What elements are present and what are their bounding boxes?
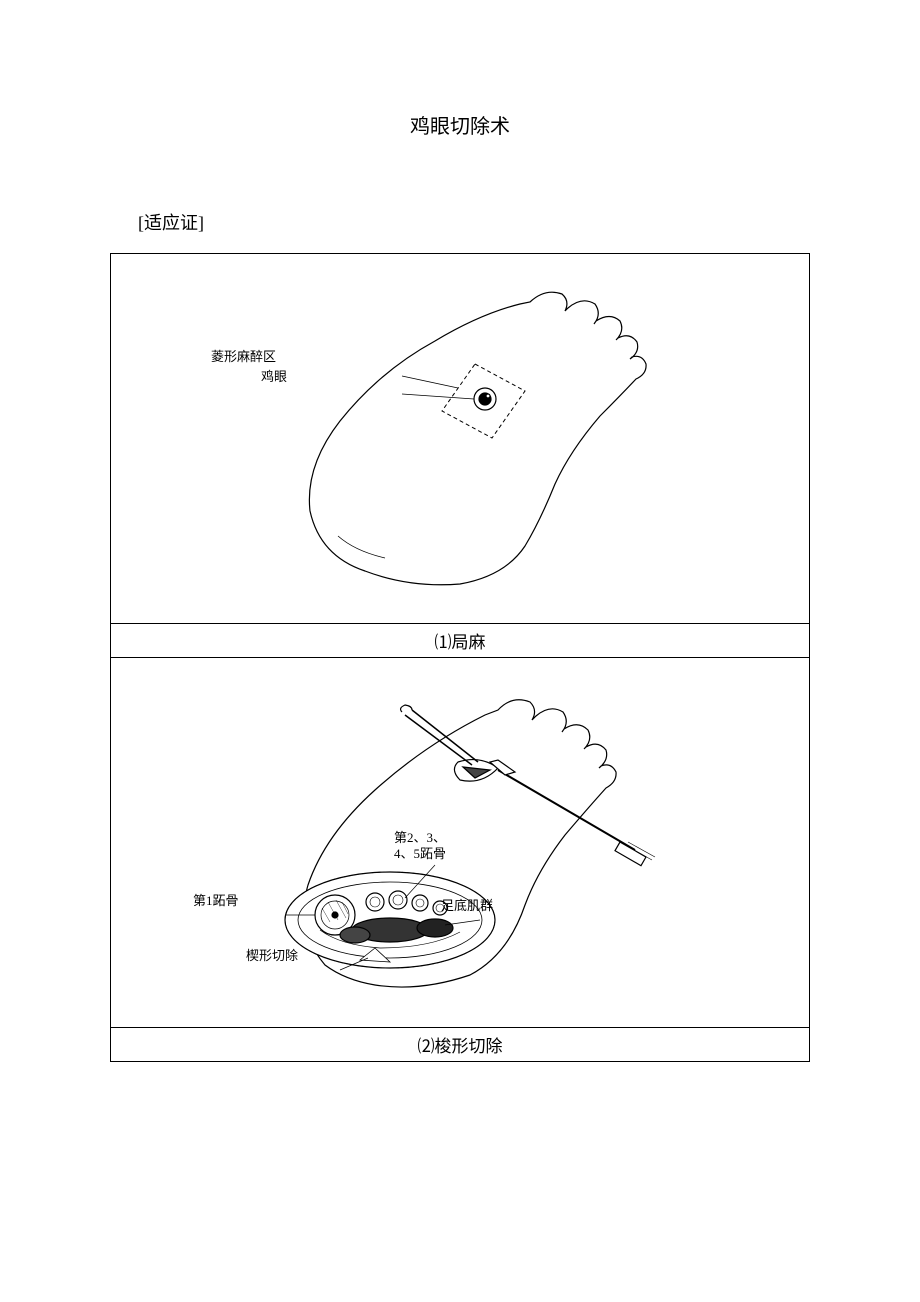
figure-1-caption: ⑴局麻 bbox=[111, 624, 810, 658]
figure-1-cell: 菱形麻醉区 鸡眼 bbox=[111, 254, 810, 624]
figure-2-cell: 第2、3、 4、5跖骨 第1跖骨 足底肌群 楔形切除 bbox=[111, 658, 810, 1028]
annotation-metatarsal-1: 第1跖骨 bbox=[193, 893, 239, 909]
figure-2-caption: ⑵梭形切除 bbox=[111, 1028, 810, 1062]
annotation-metatarsals-2-5: 第2、3、 4、5跖骨 bbox=[394, 830, 446, 861]
annotation-wedge-excision: 楔形切除 bbox=[246, 948, 298, 964]
annotation-plantar-muscles: 足底肌群 bbox=[441, 898, 493, 914]
section-header: [适应证] bbox=[138, 209, 810, 235]
figure-1-svg bbox=[210, 266, 710, 611]
document-title: 鸡眼切除术 bbox=[110, 110, 810, 139]
annotation-corn: 鸡眼 bbox=[261, 369, 287, 385]
figure-table: 菱形麻醉区 鸡眼 ⑴局麻 bbox=[110, 253, 810, 1062]
annotation-rhombus-zone: 菱形麻醉区 bbox=[211, 349, 276, 365]
